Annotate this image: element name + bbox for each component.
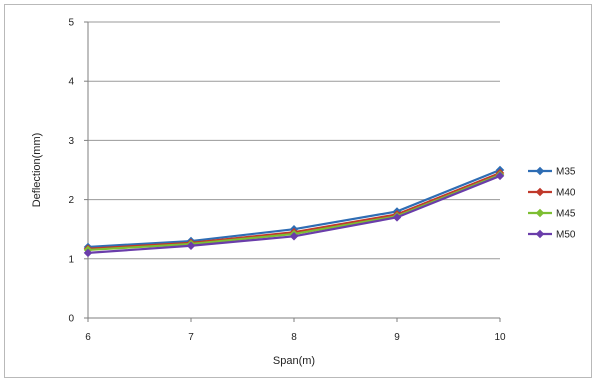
legend-label: M40 [556, 188, 576, 199]
axes [84, 21, 501, 322]
x-tick-label: 7 [188, 332, 194, 343]
series-m45 [83, 170, 505, 255]
y-tick-label: 2 [68, 195, 74, 206]
series-m50 [83, 171, 505, 258]
legend-item-m45: M45 [528, 209, 576, 220]
legend-swatch-marker [535, 208, 545, 218]
legend-item-m40: M40 [528, 188, 576, 199]
y-tick-label: 4 [68, 77, 74, 88]
legend-label: M50 [556, 230, 576, 241]
series-group [83, 165, 505, 258]
legend-swatch-marker [535, 166, 545, 176]
x-tick-label: 6 [85, 332, 91, 343]
data-point [289, 232, 299, 241]
legend: M35 M40 M45 M50 [528, 167, 576, 241]
data-point [186, 241, 196, 251]
x-tick-label: 10 [494, 332, 506, 343]
y-tick-label: 5 [68, 18, 74, 29]
legend-swatch-marker [535, 229, 545, 239]
chart-frame [4, 4, 592, 378]
y-tick-label: 0 [68, 314, 74, 325]
y-axis-label: Deflection(mm) [31, 133, 43, 208]
legend-label: M35 [556, 167, 576, 178]
legend-label: M45 [556, 209, 576, 220]
x-tick-label: 9 [394, 332, 400, 343]
x-axis-label: Span(m) [273, 355, 315, 367]
legend-swatch-marker [535, 187, 545, 197]
legend-item-m50: M50 [528, 230, 576, 241]
gridlines [88, 21, 500, 260]
tick-labels: 0 1 2 3 4 5 6 7 8 9 10 [68, 18, 506, 344]
y-tick-label: 1 [68, 254, 74, 265]
series-line [87, 174, 501, 254]
x-tick-label: 8 [291, 332, 297, 343]
y-tick-label: 3 [68, 136, 74, 147]
data-point [83, 248, 93, 258]
legend-item-m35: M35 [528, 167, 576, 178]
data-point [495, 171, 505, 181]
data-point [392, 213, 402, 222]
